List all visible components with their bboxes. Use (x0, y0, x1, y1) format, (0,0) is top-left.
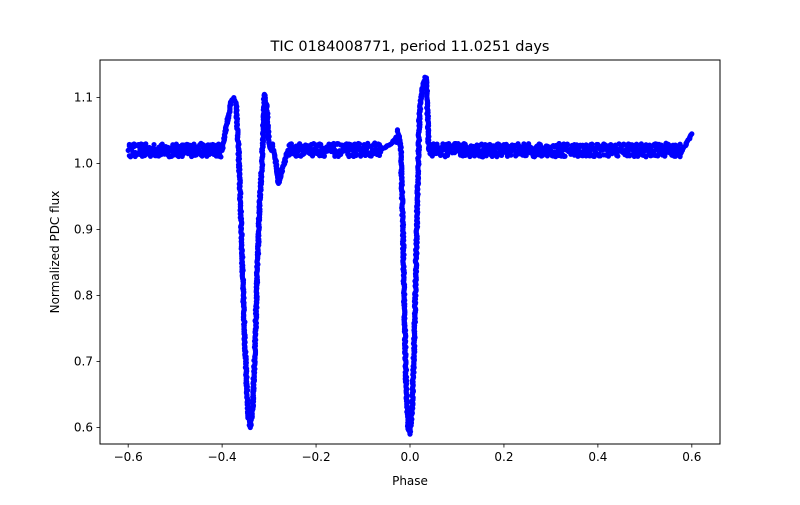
data-point (434, 141, 440, 147)
y-tick-label: 0.9 (74, 223, 93, 237)
y-tick-label: 0.6 (74, 421, 93, 435)
data-point (508, 152, 514, 158)
y-tick-label: 0.7 (74, 355, 93, 369)
x-axis-label: Phase (392, 474, 428, 488)
x-tick-label: 0.4 (588, 450, 607, 464)
axes-frame (99, 59, 721, 445)
data-point (523, 152, 529, 159)
x-axis: −0.6 −0.4 −0.2 0.0 0.2 0.4 0.6 (114, 444, 701, 464)
chart-title: TIC 0184008771, period 11.0251 days (270, 39, 550, 55)
data-point (528, 144, 534, 151)
x-tick-label: 0.0 (400, 450, 419, 464)
data-point (270, 141, 276, 147)
x-tick-label: 0.6 (682, 450, 701, 464)
data-point (353, 150, 359, 157)
data-point (191, 141, 197, 147)
data-point (677, 141, 683, 147)
y-tick-label: 0.8 (74, 289, 93, 303)
data-point (356, 141, 363, 147)
data-points (125, 74, 695, 437)
data-point (655, 152, 661, 158)
data-point (218, 154, 224, 160)
x-tick-label: 0.2 (494, 450, 513, 464)
data-point (562, 153, 568, 159)
data-point (321, 153, 327, 159)
data-point (151, 141, 157, 148)
x-tick-label: −0.4 (208, 450, 237, 464)
y-tick-label: 1.0 (74, 157, 93, 171)
x-tick-label: −0.2 (301, 450, 330, 464)
data-point (658, 142, 664, 148)
data-point (615, 153, 621, 159)
data-point (556, 140, 562, 147)
y-tick-label: 1.1 (74, 91, 93, 105)
data-point (589, 141, 595, 147)
data-point (688, 132, 694, 138)
data-point (394, 128, 401, 134)
y-axis-label: Normalized PDC flux (48, 191, 62, 314)
data-point (564, 142, 570, 148)
x-tick-label: −0.6 (114, 450, 143, 464)
y-axis: 0.6 0.7 0.8 0.9 1.0 1.1 (74, 91, 100, 435)
data-point (643, 153, 649, 159)
